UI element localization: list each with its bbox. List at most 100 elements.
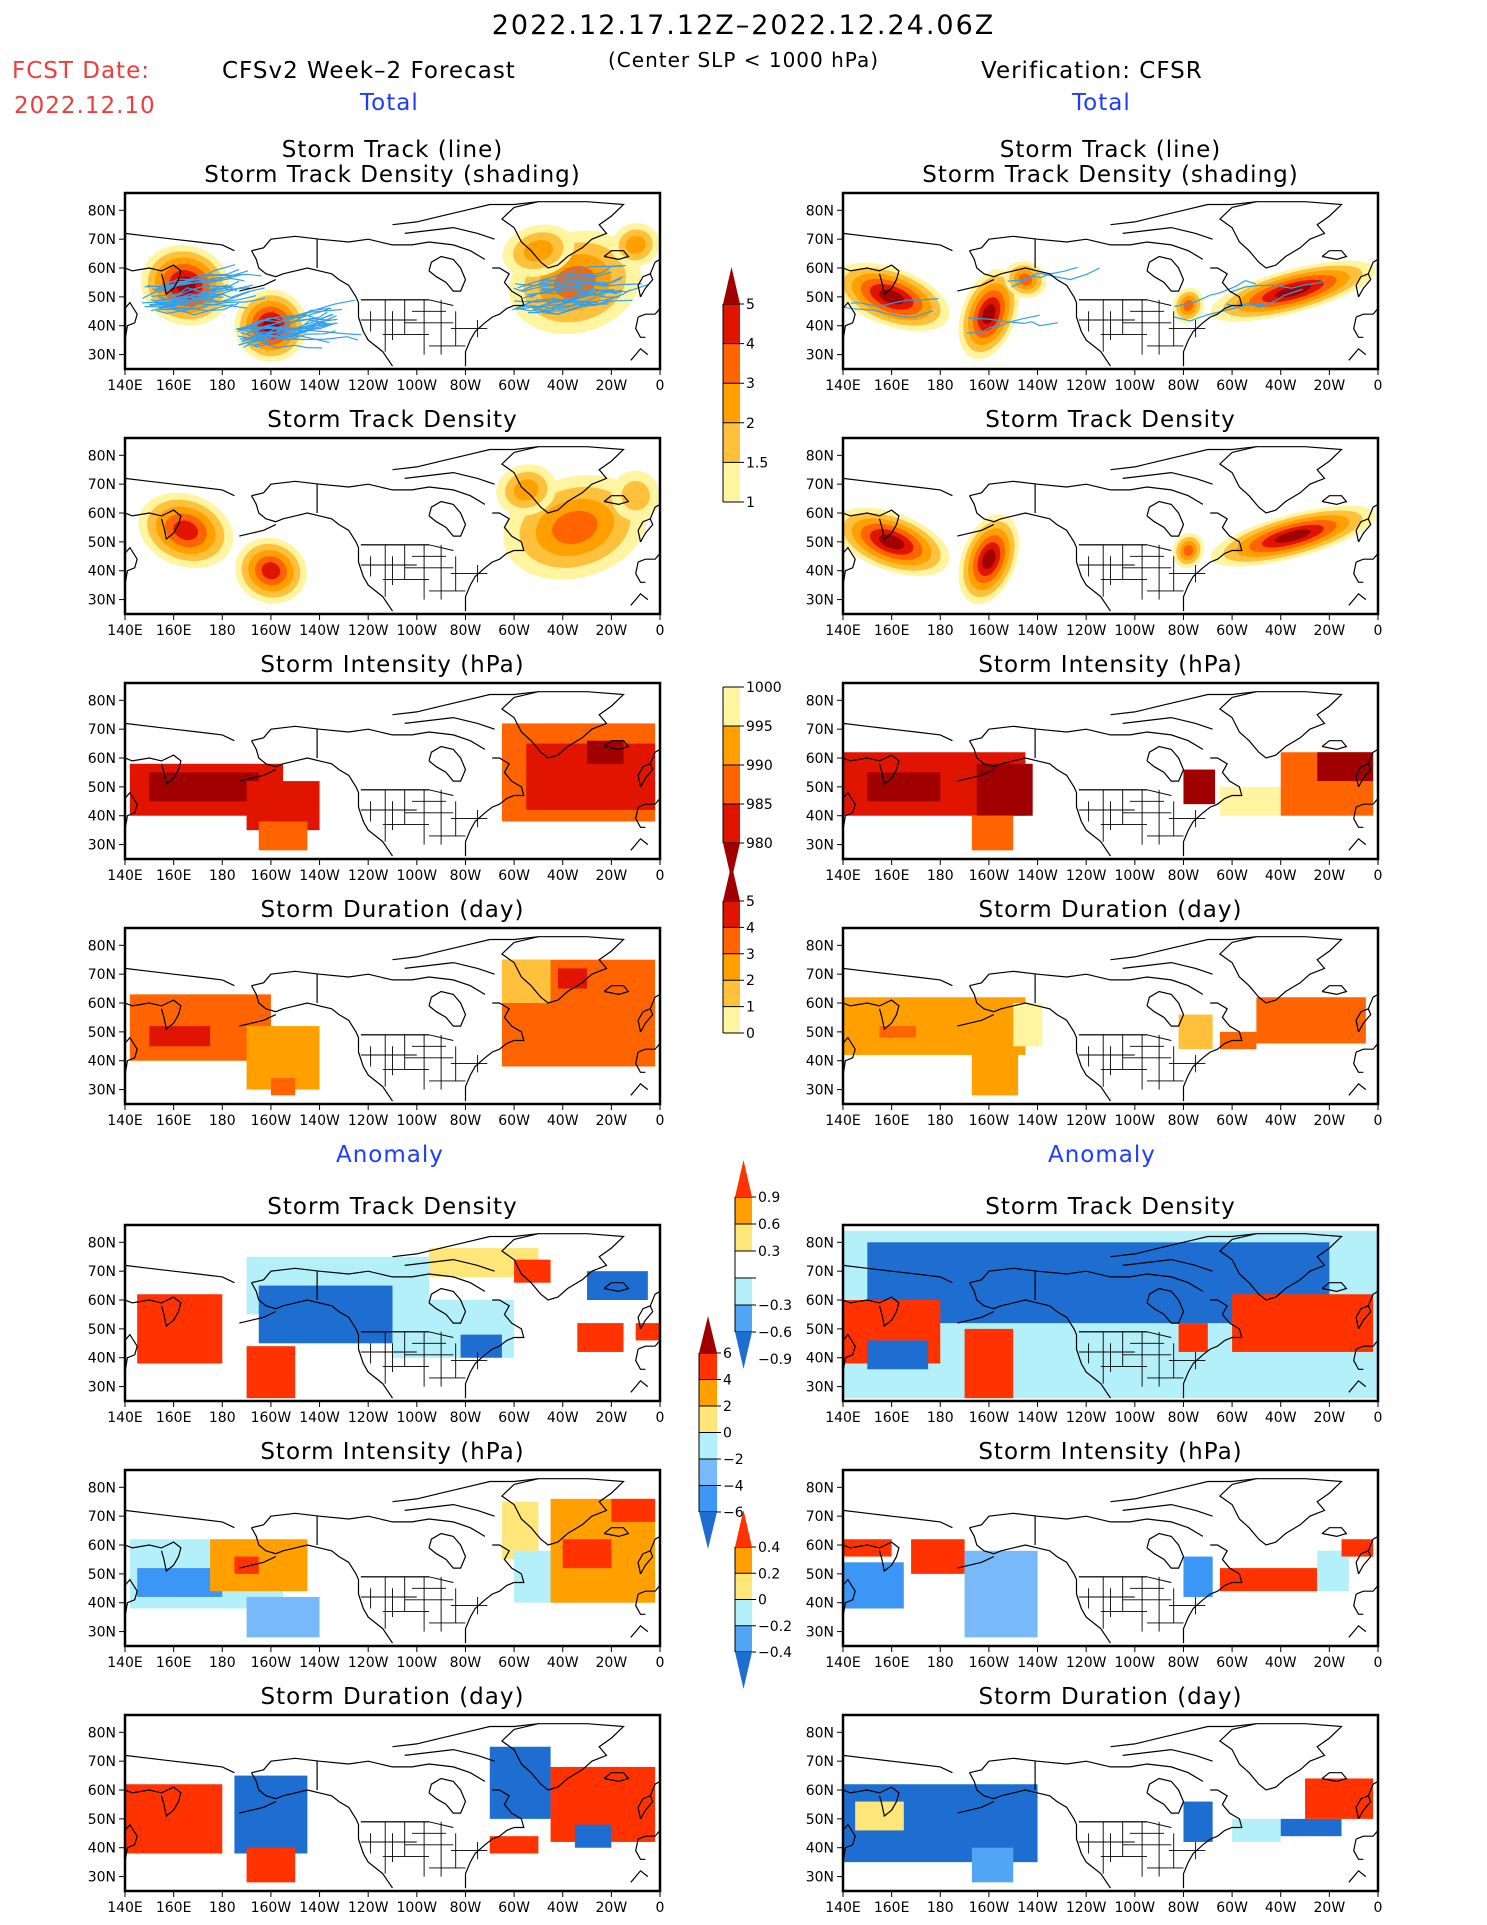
coastline (464, 267, 525, 367)
coastline (125, 1578, 138, 1618)
storm-track-line (513, 274, 598, 293)
map-panel-fc-anom-intensity: 80N 70N 60N 50N 40N 30N 140E 160E 180 160W 140W 120… (88, 1468, 664, 1671)
coastline (125, 1754, 235, 1774)
coastline (969, 480, 1204, 505)
coastline (1348, 592, 1367, 606)
lon-tick-label: 140E (107, 378, 143, 394)
lon-tick-label: 20W (1314, 1900, 1346, 1916)
coastline (239, 1311, 277, 1324)
coastline (1182, 1002, 1243, 1102)
lon-tick-label: 0 (1374, 623, 1383, 639)
coastline (843, 477, 953, 497)
coastline (250, 740, 393, 857)
density-region (173, 520, 199, 541)
coastline (843, 1754, 953, 1774)
colorbar-segment (699, 1432, 717, 1459)
lat-tick-label: 60N (88, 261, 116, 277)
lat-tick-label: 80N (806, 1480, 834, 1496)
density-region (625, 235, 646, 254)
lon-tick-label: 160E (156, 868, 192, 884)
lat-tick-label: 60N (806, 261, 834, 277)
lon-tick-label: 60W (1216, 1655, 1248, 1671)
coastline (1146, 1532, 1185, 1569)
colorbar-extend-min (735, 1332, 752, 1369)
coastline (637, 553, 660, 563)
coastline (392, 1723, 539, 1748)
density-region (1274, 284, 1311, 298)
panel-frame (123, 436, 662, 616)
lon-tick-label: 60W (1216, 1113, 1248, 1129)
coastline (1110, 446, 1257, 471)
verification-heading: Verification: CFSR (981, 58, 1203, 84)
lon-tick-label: 20W (1314, 1655, 1346, 1671)
coastline (500, 691, 625, 759)
coastline (125, 999, 182, 1031)
colorbar-segment (699, 1459, 717, 1486)
storm-track-line (1173, 303, 1267, 322)
lon-tick-label: 40W (1265, 1900, 1297, 1916)
panel-subtitle: Storm Track Density (shading) (204, 162, 581, 188)
coastline (968, 1282, 1111, 1399)
lat-tick-label: 60N (806, 1538, 834, 1554)
colorbar-label: −0.3 (758, 1298, 792, 1314)
coastline (637, 308, 660, 318)
coastline (1367, 503, 1378, 520)
coastline (392, 936, 539, 961)
lon-tick-label: 160E (874, 1655, 910, 1671)
lat-tick-label: 30N (806, 1625, 834, 1641)
lat-tick-label: 60N (806, 751, 834, 767)
grid-cell-region (137, 1294, 223, 1364)
lat-tick-label: 30N (806, 1380, 834, 1396)
lon-tick-label: 20W (1314, 623, 1346, 639)
colorbar-label: 4 (723, 1373, 732, 1389)
coastline (251, 480, 486, 505)
colorbar-anom_density: 0.9 0.6 0.3 −0.3 −0.6 −0.9 (734, 1160, 792, 1369)
panel-frame (123, 1468, 662, 1648)
lat-tick-label: 60N (88, 1293, 116, 1309)
coastline (1218, 446, 1343, 514)
coastline (1182, 1544, 1243, 1644)
coastline (637, 1830, 660, 1840)
lon-tick-label: 0 (1374, 1113, 1383, 1129)
coastline (404, 471, 495, 485)
coastline (125, 1264, 235, 1284)
panel-title: Storm Intensity (hPa) (260, 652, 525, 678)
coastline (630, 837, 649, 851)
grid-cell-region (1232, 1818, 1281, 1842)
coastline (428, 255, 467, 292)
coastline (1218, 1233, 1343, 1301)
coastline (1182, 512, 1243, 612)
lat-tick-label: 30N (88, 1380, 116, 1396)
map-panel-fc-anom-density: 80N 70N 60N 50N 40N 30N 140E 160E 180 160W 140W 120… (88, 1223, 664, 1426)
colorbar-segment (723, 422, 740, 463)
lon-tick-label: 140W (1017, 623, 1058, 639)
lon-tick-label: 140W (299, 623, 340, 639)
grid-cell-region (149, 772, 259, 802)
coastline (250, 1772, 393, 1889)
verification-total-label: Total (1072, 90, 1131, 116)
coastline (843, 754, 900, 786)
lon-tick-label: 160E (874, 623, 910, 639)
grid-cell-region (1013, 1003, 1043, 1047)
fcst-date-label: FCST Date: (12, 58, 150, 84)
colorbar-extend-max (723, 864, 740, 901)
coastline (392, 446, 539, 471)
lon-tick-label: 160E (156, 378, 192, 394)
colorbar-segment (735, 1224, 752, 1251)
storm-track-line (843, 306, 934, 318)
lon-tick-label: 0 (656, 623, 665, 639)
coastline (843, 1296, 900, 1328)
coastline (649, 258, 660, 275)
coastline (125, 754, 182, 786)
lon-tick-label: 140E (107, 623, 143, 639)
fcst-date-value: 2022.12.10 (14, 93, 156, 119)
coastline (1367, 993, 1378, 1010)
lon-tick-label: 0 (1374, 378, 1383, 394)
coastline (649, 993, 660, 1010)
lon-tick-label: 140E (825, 1113, 861, 1129)
colorbar-label: 980 (746, 836, 773, 852)
grid-cell-region (971, 1037, 1019, 1096)
lon-tick-label: 180 (209, 1655, 236, 1671)
lon-tick-label: 120W (1066, 868, 1107, 884)
coastline (843, 791, 856, 831)
